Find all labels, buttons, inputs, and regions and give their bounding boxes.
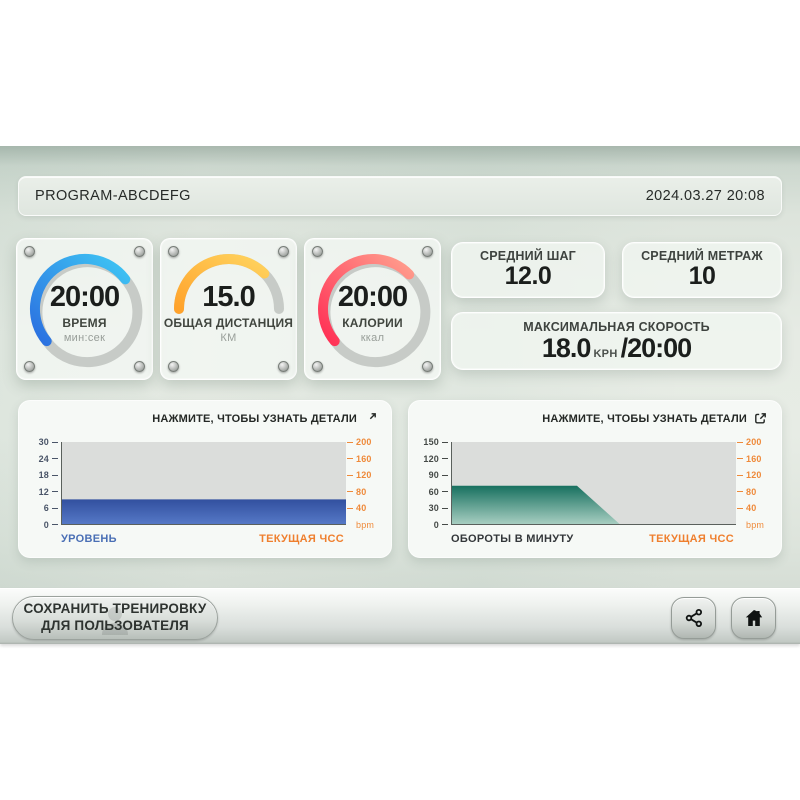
rpm-axis-ticks: 150 120 90 60 30 0	[409, 437, 448, 530]
calories-label: КАЛОРИИ	[342, 315, 403, 330]
level-chart-panel[interactable]: НАЖМИТЕ, ЧТОБЫ УЗНАТЬ ДЕТАЛИ 30 24 18 12 6 0 …	[18, 400, 392, 558]
screw-icon	[278, 361, 289, 372]
hr-axis-ticks: 200 160 120 80 40 bpm	[347, 437, 391, 530]
home-button[interactable]	[731, 597, 776, 639]
distance-gauge-ring-icon	[174, 254, 284, 314]
rpm-axis-label: ОБОРОТЫ В МИНУТУ	[451, 533, 574, 545]
avg-meters-label: СРЕДНИЙ МЕТРАЖ	[641, 249, 763, 264]
home-icon	[745, 610, 762, 626]
datetime-label: 2024.03.27 20:08	[645, 188, 765, 204]
time-unit: мин:сек	[63, 331, 106, 344]
current-hr-label: ТЕКУЩАЯ ЧСС	[259, 533, 344, 545]
screw-icon	[24, 246, 35, 257]
screw-icon	[422, 246, 433, 257]
distance-value: 15.0	[202, 280, 255, 313]
screw-icon	[168, 246, 179, 257]
external-link-icon	[369, 413, 376, 420]
user-watermark-icon	[102, 607, 128, 636]
screw-icon	[24, 361, 35, 372]
current-hr-label: ТЕКУЩАЯ ЧСС	[649, 533, 734, 545]
chart-details-link[interactable]: НАЖМИТЕ, ЧТОБЫ УЗНАТЬ ДЕТАЛИ	[542, 411, 768, 426]
gauge-time: 20:00 ВРЕМЯ мин:сек	[16, 238, 153, 380]
avg-meters-card: СРЕДНИЙ МЕТРАЖ 10	[622, 242, 782, 298]
gauge-distance: 15.0 ОБЩАЯ ДИСТАНЦИЯ КМ	[160, 238, 297, 380]
program-title: PROGRAM-ABCDEFG	[35, 188, 191, 204]
chart-details-link[interactable]: НАЖМИТЕ, ЧТОБЫ УЗНАТЬ ДЕТАЛИ	[152, 411, 378, 426]
screw-icon	[312, 361, 323, 372]
distance-label: ОБЩАЯ ДИСТАНЦИЯ	[163, 315, 294, 330]
avg-step-label: СРЕДНИЙ ШАГ	[480, 249, 576, 264]
screw-icon	[278, 246, 289, 257]
external-link-icon	[755, 413, 766, 424]
screen-background	[0, 146, 800, 644]
calories-value: 20:00	[337, 280, 408, 313]
screw-icon	[168, 361, 179, 372]
screw-icon	[134, 361, 145, 372]
max-speed-label: МАКСИМАЛЬНАЯ СКОРОСТЬ	[523, 319, 710, 334]
gauge-calories: 20:00 КАЛОРИИ ккал	[304, 238, 441, 380]
calories-unit: ккал	[360, 331, 385, 344]
rpm-chart-plot	[451, 442, 736, 525]
screw-icon	[134, 246, 145, 257]
max-speed-card: МАКСИМАЛЬНАЯ СКОРОСТЬ 18.0 KPH /20:00	[451, 312, 782, 370]
bottom-bar: СОХРАНИТЬ ТРЕНИРОВКУ ДЛЯ ПОЛЬЗОВАТЕЛЯ	[0, 588, 800, 644]
share-button[interactable]	[671, 597, 716, 639]
level-axis-ticks: 30 24 18 12 6 0	[19, 437, 58, 530]
avg-meters-value: 10	[688, 262, 716, 291]
calories-gauge-ring-icon	[318, 254, 431, 368]
level-axis-label: УРОВЕНЬ	[61, 533, 117, 545]
screw-icon	[422, 361, 433, 372]
max-speed-unit: KPH	[593, 347, 618, 360]
time-value: 20:00	[49, 280, 120, 313]
time-gauge-ring-icon	[29, 253, 143, 368]
time-label: ВРЕМЯ	[62, 315, 107, 330]
distance-unit: КМ	[220, 331, 237, 344]
top-bar: PROGRAM-ABCDEFG 2024.03.27 20:08	[18, 176, 782, 216]
avg-step-value: 12.0	[504, 262, 552, 291]
share-icon	[685, 608, 702, 627]
avg-step-card: СРЕДНИЙ ШАГ 12.0	[451, 242, 605, 298]
max-speed-time: /20:00	[620, 332, 693, 363]
level-chart-plot	[61, 442, 346, 525]
rpm-chart-panel[interactable]: НАЖМИТЕ, ЧТОБЫ УЗНАТЬ ДЕТАЛИ 150 120 90 60 3…	[408, 400, 782, 558]
save-workout-button[interactable]: СОХРАНИТЬ ТРЕНИРОВКУ ДЛЯ ПОЛЬЗОВАТЕЛЯ	[12, 596, 218, 640]
screw-icon	[312, 246, 323, 257]
hr-axis-ticks: 200 160 120 80 40 bpm	[737, 437, 781, 530]
max-speed-value: 18.0	[541, 332, 592, 363]
